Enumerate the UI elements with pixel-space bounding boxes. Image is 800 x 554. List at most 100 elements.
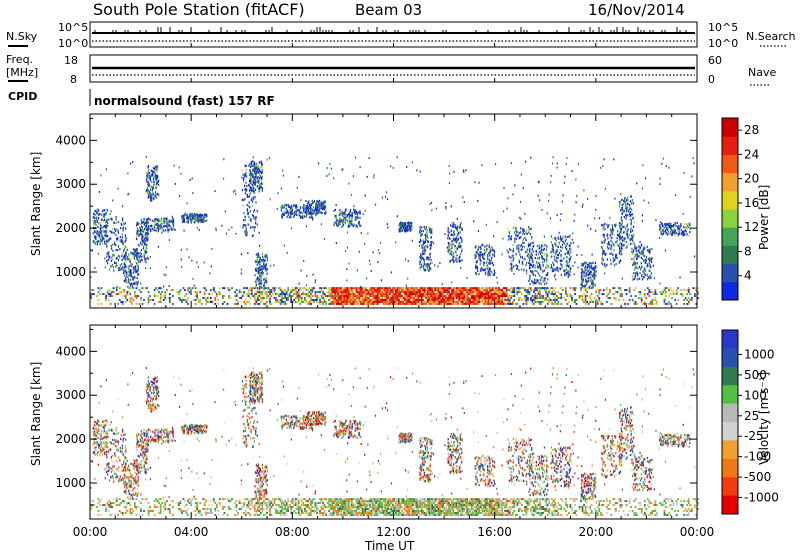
power-cell xyxy=(607,293,610,296)
power-cell xyxy=(351,218,353,221)
power-cell xyxy=(354,223,356,226)
power-cell xyxy=(604,253,607,256)
power-cell xyxy=(341,295,344,298)
power-cell xyxy=(136,249,138,252)
power-cell xyxy=(139,259,141,262)
power-cell xyxy=(554,273,556,277)
power-cell xyxy=(186,213,188,216)
power-cell xyxy=(399,295,402,298)
power-cell xyxy=(115,234,117,237)
power-cell xyxy=(445,300,447,303)
power-cell xyxy=(105,259,107,263)
power-cell xyxy=(123,270,125,273)
power-cell xyxy=(613,293,616,296)
power-cell xyxy=(555,239,557,242)
power-cell xyxy=(574,300,576,303)
power-cell xyxy=(199,291,202,294)
power-cell xyxy=(144,221,147,224)
power-cell xyxy=(491,261,494,265)
power-cell xyxy=(157,228,159,231)
power-cell xyxy=(405,287,408,290)
power-cell xyxy=(429,262,431,265)
power-cell xyxy=(250,287,253,290)
power-cell xyxy=(490,249,492,252)
power-cell xyxy=(594,266,596,269)
power-cell xyxy=(511,300,514,303)
power-cell xyxy=(543,287,546,290)
power-cell xyxy=(590,273,592,276)
power-cell xyxy=(448,237,450,240)
power-cell xyxy=(313,299,315,301)
power-cell xyxy=(417,293,420,296)
power-cell xyxy=(428,267,431,270)
power-cell xyxy=(414,287,417,290)
power-cell xyxy=(428,289,431,292)
power-cell xyxy=(601,257,603,260)
power-cell xyxy=(347,225,350,228)
power-cell xyxy=(560,249,562,253)
power-cell xyxy=(289,211,291,214)
power-cell xyxy=(602,293,605,296)
power-cell xyxy=(115,262,117,265)
power-cell xyxy=(102,293,104,296)
power-cell xyxy=(454,287,456,290)
power-cell xyxy=(148,176,150,179)
power-cell xyxy=(489,302,491,305)
power-cell xyxy=(492,297,494,300)
power-cell xyxy=(508,231,511,234)
power-cell xyxy=(515,253,517,256)
power-cell xyxy=(552,246,554,249)
power-cell xyxy=(531,254,533,257)
power-cell xyxy=(257,259,259,262)
power-cell xyxy=(443,291,446,294)
power-cell xyxy=(130,265,132,268)
power-cell xyxy=(110,231,112,234)
power-cell xyxy=(123,249,125,252)
power-cell xyxy=(440,293,443,296)
power-cell xyxy=(592,282,594,285)
power-cell xyxy=(483,297,485,300)
power-cell xyxy=(422,299,425,301)
power-cell xyxy=(488,267,491,270)
power-cell xyxy=(404,230,407,233)
power-cell xyxy=(156,289,159,292)
power-cell xyxy=(269,289,271,292)
power-cell xyxy=(452,287,455,290)
power-cell xyxy=(396,293,399,296)
power-cell xyxy=(246,209,249,212)
power-cell xyxy=(243,300,246,303)
power-cell xyxy=(422,240,425,243)
power-cell xyxy=(136,262,138,265)
power-cell xyxy=(385,289,388,292)
power-cell xyxy=(359,210,361,214)
power-cell xyxy=(246,233,248,236)
power-cell xyxy=(508,238,510,241)
power-cell xyxy=(586,272,588,275)
power-cell xyxy=(140,252,143,255)
power-cell xyxy=(493,295,496,298)
power-cell xyxy=(580,287,582,290)
power-cell xyxy=(323,208,326,211)
power-cell xyxy=(248,164,250,167)
power-cell xyxy=(248,184,250,187)
power-cell xyxy=(364,289,367,292)
power-cell xyxy=(320,202,322,205)
power-cell xyxy=(524,233,526,236)
power-cell xyxy=(150,299,153,301)
power-cell xyxy=(452,302,455,305)
power-cell xyxy=(258,283,260,286)
power-cell xyxy=(402,289,405,292)
power-cell xyxy=(300,300,303,303)
power-cell xyxy=(108,218,110,221)
power-cell xyxy=(531,302,534,305)
power-cell xyxy=(130,300,133,303)
power-cell xyxy=(141,238,143,241)
power-cell xyxy=(697,293,699,296)
power-cell xyxy=(475,273,478,276)
power-cell xyxy=(255,260,257,264)
power-cell xyxy=(190,293,192,296)
power-cell xyxy=(542,270,544,273)
power-cell xyxy=(288,211,290,215)
power-cell xyxy=(150,199,152,202)
power-cell xyxy=(351,297,353,300)
